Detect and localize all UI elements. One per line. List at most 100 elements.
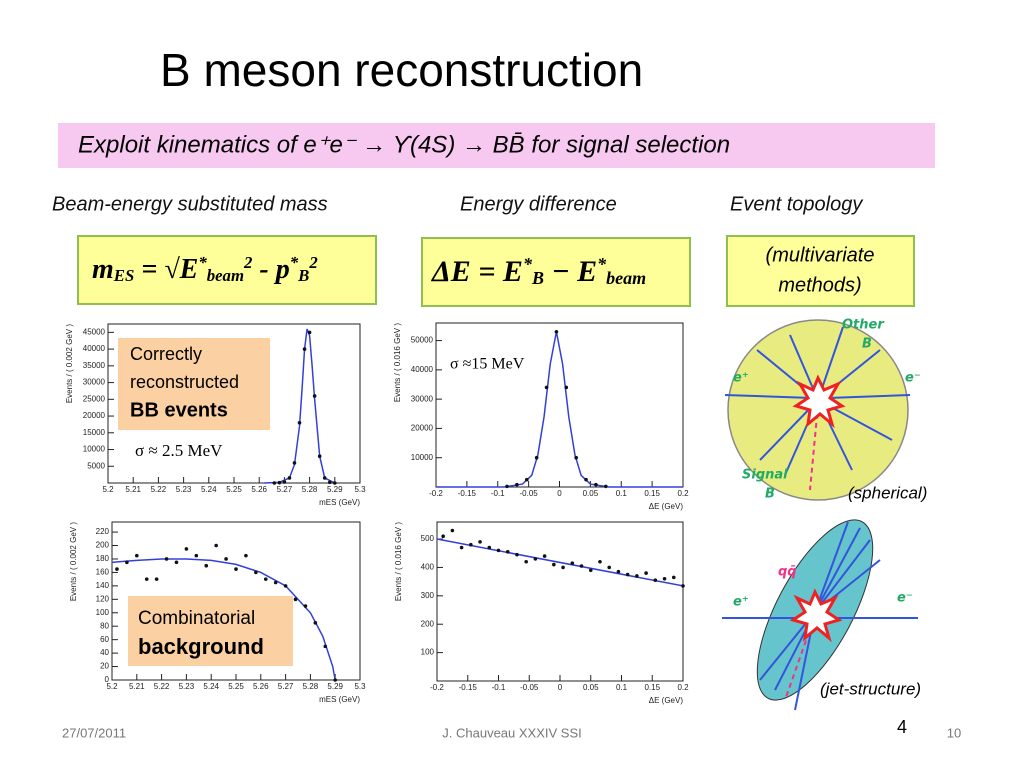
data-point (224, 557, 228, 561)
x-tick-label: 5.27 (277, 485, 293, 494)
x-tick-label: 5.24 (201, 485, 217, 494)
y-tick-label: 200 (96, 541, 110, 550)
formula-part: = √ (134, 254, 180, 285)
x-tick-label: 5.23 (179, 682, 195, 691)
topology-box (726, 235, 915, 307)
formula-part: * (290, 253, 299, 272)
data-point (469, 542, 473, 547)
diagram-label: B (862, 337, 872, 352)
y-tick-label: 300 (421, 591, 435, 600)
data-point (607, 565, 611, 570)
charts: 5000100001500020000250003000035000400004… (65, 322, 689, 705)
data-point (327, 480, 332, 485)
formula: mES = √E*beam2 - p*B2 (92, 253, 318, 285)
jet-diagram (722, 519, 918, 711)
formula-box (421, 237, 691, 307)
x-tick-label: 5.23 (176, 485, 192, 494)
data-point (297, 420, 302, 425)
y-tick-label: 80 (100, 621, 109, 630)
y-tick-label: 10000 (83, 445, 106, 454)
x-tick-label: 0.05 (583, 489, 599, 498)
x-axis-label: ΔE (GeV) (649, 696, 684, 705)
y-tick-label: 45000 (83, 327, 106, 336)
data-point (263, 577, 268, 581)
x-tick-label: -0.2 (429, 489, 443, 498)
data-point (450, 528, 455, 533)
y-tick-label: 220 (96, 527, 110, 536)
data-point (552, 562, 556, 567)
data-point (616, 569, 621, 574)
x-tick-label: 5.28 (302, 485, 318, 494)
formula-part: * (597, 254, 607, 274)
data-point (515, 482, 519, 487)
data-point (561, 565, 565, 570)
formula-part: 2 (308, 253, 317, 272)
y-tick-label: 140 (96, 581, 110, 590)
x-axis-label: ΔE (GeV) (649, 502, 684, 511)
y-tick-label: 25000 (83, 394, 106, 403)
formula: ΔE = E*B − E*beam (431, 254, 646, 288)
diagram-caption: (jet-structure) (820, 679, 921, 698)
x-tick-label: 5.3 (354, 682, 366, 691)
heading: Event topology (730, 193, 863, 215)
data-point (234, 567, 238, 571)
data-point (323, 644, 328, 649)
banner: Exploit kinematics of e⁺e⁻ → ϒ(4S) → BB̄… (78, 131, 730, 158)
data-point (164, 557, 169, 561)
x-tick-label: 0 (557, 489, 562, 498)
x-tick-label: 5.29 (327, 682, 343, 691)
data-point (244, 553, 248, 558)
data-point (533, 557, 538, 561)
data-point (524, 559, 528, 564)
x-tick-label: 5.26 (253, 682, 269, 691)
formula-box (77, 235, 377, 305)
page-total: 10 (947, 725, 961, 740)
diagram-label: Other (842, 318, 885, 333)
topology-text: methods) (778, 274, 861, 296)
y-tick-label: 20000 (83, 411, 106, 420)
x-tick-label: -0.05 (520, 489, 539, 498)
data-point (317, 454, 322, 459)
formula-part: - p (252, 254, 289, 285)
banner-bg (58, 123, 935, 168)
annotation: reconstructed (130, 372, 239, 392)
x-tick-label: 5.28 (303, 682, 319, 691)
y-axis-label: Events / ( 0.016 GeV ) (393, 323, 402, 402)
x-tick-label: -0.1 (491, 489, 505, 498)
data-point (333, 678, 338, 682)
x-tick-label: -0.05 (520, 683, 539, 692)
x-tick-label: 0 (558, 683, 563, 692)
data-point (312, 394, 317, 398)
formula-part: beam (606, 268, 646, 288)
x-tick-label: 0.15 (644, 489, 660, 498)
x-tick-label: 5.22 (151, 485, 167, 494)
data-point (277, 480, 282, 485)
data-point (598, 559, 602, 564)
y-tick-label: 500 (421, 534, 435, 543)
formula-part: E (179, 254, 199, 285)
formula-part: beam (207, 266, 244, 285)
x-tick-label: 5.27 (278, 682, 294, 691)
topology-text: (multivariate (766, 244, 875, 266)
y-tick-label: 35000 (83, 361, 106, 370)
x-tick-label: -0.2 (430, 683, 444, 692)
y-axis-label: Events / ( 0.002 GeV ) (69, 522, 78, 601)
data-point (154, 577, 159, 581)
data-point (524, 477, 529, 482)
x-tick-label: 0.2 (677, 489, 689, 498)
data-point (564, 385, 569, 390)
heading: Energy difference (460, 193, 617, 215)
x-axis-label: mES (GeV) (319, 498, 360, 507)
fit-line (111, 558, 336, 681)
data-point (644, 571, 648, 575)
data-point (625, 572, 630, 577)
data-point (322, 476, 327, 480)
data-point (174, 560, 179, 565)
data-point (125, 560, 129, 565)
diagram-label: e⁺ (733, 595, 749, 610)
x-tick-label: 5.29 (327, 485, 343, 494)
data-point (515, 552, 519, 557)
x-axis-label: mES (GeV) (319, 695, 360, 704)
y-tick-label: 30000 (411, 394, 434, 403)
data-point (594, 482, 598, 487)
